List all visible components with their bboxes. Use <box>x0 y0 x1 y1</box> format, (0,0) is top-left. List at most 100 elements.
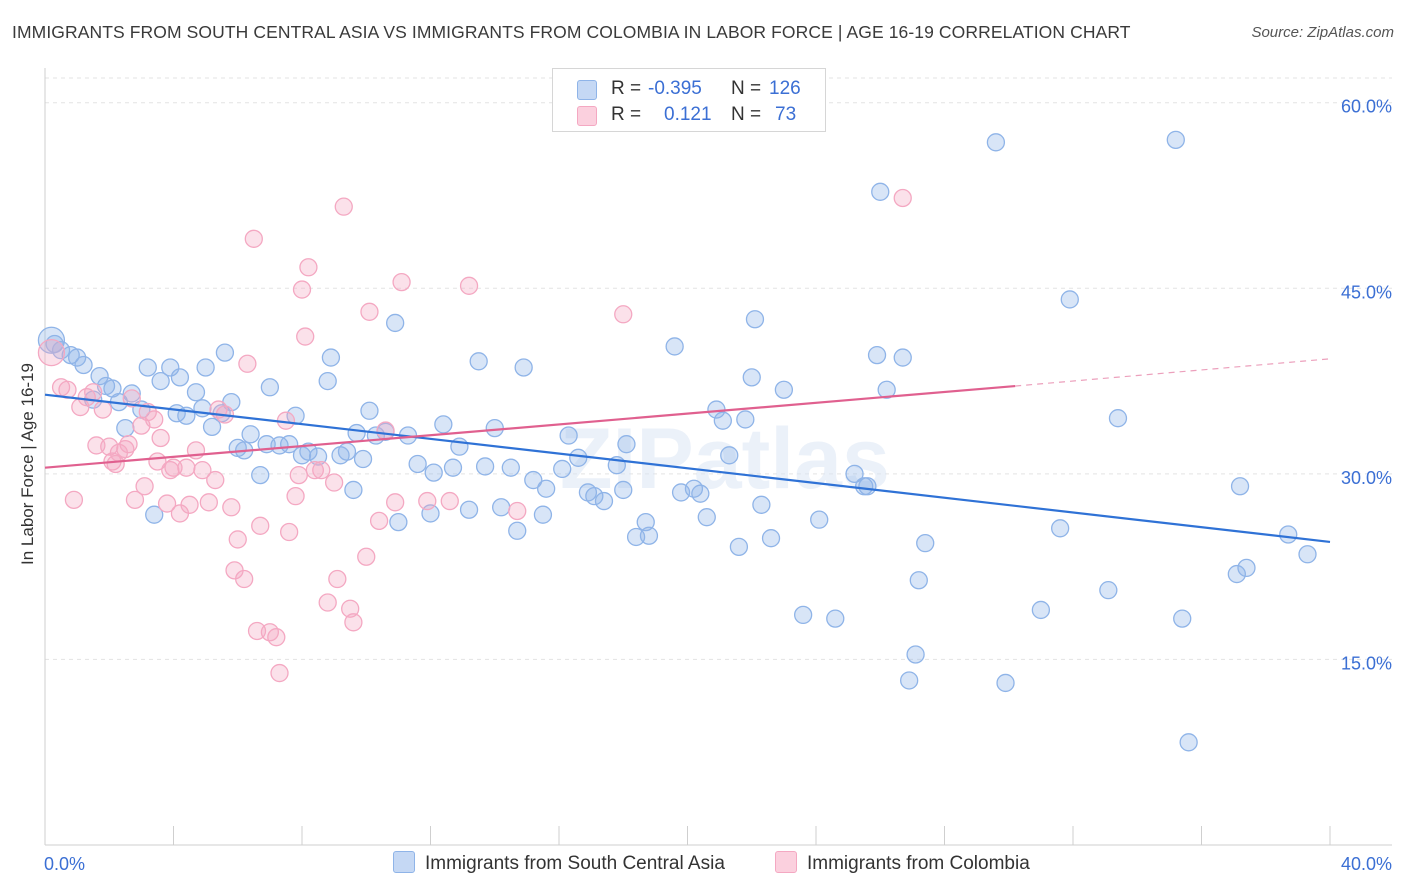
point-south-central-asia <box>308 447 328 466</box>
bottom-legend-item-2: Immigrants from Colombia <box>775 851 1030 875</box>
point-south-central-asia <box>1051 519 1070 538</box>
legend-r-value-1: -0.395 <box>648 78 702 99</box>
point-south-central-asia <box>774 380 794 399</box>
point-south-central-asia <box>665 337 684 356</box>
point-south-central-asia <box>729 537 749 557</box>
point-south-central-asia <box>167 404 186 423</box>
trend-line-colombia <box>44 384 1016 469</box>
point-south-central-asia <box>906 645 925 664</box>
point-south-central-asia <box>202 417 222 437</box>
point-south-central-asia <box>485 418 504 438</box>
point-colombia <box>119 435 138 454</box>
point-colombia <box>292 280 312 299</box>
point-south-central-asia <box>1099 581 1118 600</box>
point-south-central-asia <box>318 371 337 391</box>
point-south-central-asia <box>1237 558 1256 578</box>
point-colombia <box>157 494 177 513</box>
series-south-central-asia <box>37 130 1317 752</box>
point-south-central-asia <box>122 384 141 403</box>
point-south-central-asia <box>617 435 636 454</box>
point-south-central-asia <box>151 371 170 391</box>
point-south-central-asia <box>475 457 495 476</box>
point-south-central-asia <box>845 464 864 484</box>
point-south-central-asia <box>752 495 771 514</box>
point-south-central-asia <box>636 512 655 532</box>
point-south-central-asia <box>900 671 919 690</box>
point-colombia <box>235 569 254 589</box>
point-south-central-asia <box>639 526 659 545</box>
point-south-central-asia <box>434 415 453 434</box>
point-south-central-asia <box>443 458 463 477</box>
point-south-central-asia <box>1060 290 1079 309</box>
axes <box>44 68 1392 846</box>
point-south-central-asia <box>161 358 180 377</box>
point-south-central-asia <box>736 410 755 429</box>
legend-n-value-2: 73 <box>775 104 797 125</box>
point-south-central-asia <box>492 498 511 517</box>
tick-labels: 15.0% 30.0% 45.0% 60.0% 0.0% 40.0% <box>44 97 1392 874</box>
point-south-central-asia <box>353 449 373 469</box>
point-colombia <box>312 461 331 480</box>
point-south-central-asia <box>1179 733 1198 752</box>
point-colombia <box>334 197 353 216</box>
point-colombia <box>289 465 308 485</box>
bottom-legend-label-2: Immigrants from Colombia <box>807 853 1030 874</box>
y-tick-label: 30.0% <box>1341 468 1392 488</box>
point-colombia <box>125 490 145 510</box>
point-south-central-asia <box>514 358 533 377</box>
point-south-central-asia <box>594 491 614 511</box>
bottom-legend-swatch-blue <box>393 851 415 873</box>
point-south-central-asia <box>170 368 190 387</box>
legend-row-1: R = -0.395 N = 126 <box>553 77 825 103</box>
point-south-central-asia <box>585 486 604 506</box>
point-south-central-asia <box>559 426 578 445</box>
point-south-central-asia <box>1279 525 1298 544</box>
point-south-central-asia <box>337 442 357 461</box>
point-south-central-asia <box>858 477 877 496</box>
point-colombia <box>37 338 66 367</box>
point-colombia <box>84 383 103 402</box>
point-south-central-asia <box>871 182 890 201</box>
point-colombia <box>376 421 395 440</box>
point-south-central-asia <box>459 500 479 519</box>
point-south-central-asia <box>553 459 572 479</box>
point-south-central-asia <box>713 411 732 430</box>
x-tick-label-max: 40.0% <box>1341 854 1392 874</box>
point-colombia <box>193 461 212 480</box>
point-colombia <box>199 493 218 512</box>
point-south-central-asia <box>1173 609 1192 628</box>
point-colombia <box>122 389 141 408</box>
point-colombia <box>267 628 286 647</box>
point-colombia <box>324 473 344 492</box>
point-south-central-asia <box>389 512 408 532</box>
legend-r-label: R = <box>611 104 642 125</box>
point-colombia <box>418 491 437 511</box>
point-south-central-asia <box>1227 564 1246 584</box>
bottom-legend-label-1: Immigrants from South Central Asia <box>425 853 725 874</box>
point-south-central-asia <box>116 418 135 438</box>
point-south-central-asia <box>742 368 761 387</box>
point-colombia <box>360 302 379 321</box>
legend-swatch-pink <box>577 106 597 126</box>
legend-n-label: N = <box>731 104 762 125</box>
point-south-central-asia <box>1298 545 1317 564</box>
point-south-central-asia <box>867 345 887 365</box>
point-colombia <box>180 495 199 514</box>
point-colombia <box>164 458 183 477</box>
point-south-central-asia <box>67 348 87 367</box>
trend-line-colombia-extension <box>1015 358 1331 387</box>
point-colombia <box>893 188 912 208</box>
point-colombia <box>357 547 376 566</box>
point-south-central-asia <box>138 358 157 377</box>
point-south-central-asia <box>697 508 716 527</box>
point-south-central-asia <box>794 605 813 625</box>
point-colombia <box>386 493 405 512</box>
point-south-central-asia <box>299 442 318 461</box>
point-colombia <box>459 276 479 295</box>
point-south-central-asia <box>260 378 280 397</box>
point-south-central-asia <box>347 423 366 443</box>
legend-r-label: R = <box>611 78 642 99</box>
point-south-central-asia <box>344 480 363 500</box>
point-south-central-asia <box>569 448 588 467</box>
